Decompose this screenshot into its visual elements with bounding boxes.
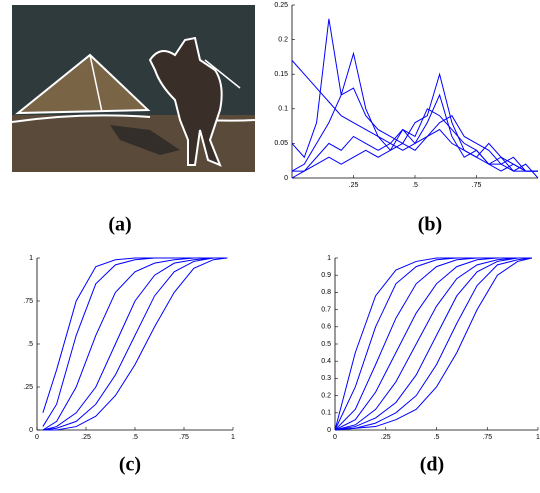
y-tick-label: 0.9 [321,272,331,279]
x-tick-label: .75 [482,434,492,441]
x-tick-label: 0 [35,434,39,441]
caption: (d) [420,454,444,476]
x-tick-label: .75 [472,182,482,189]
y-tick-label: 1 [327,255,331,262]
y-tick-label: 0 [327,427,331,434]
caption: (a) [108,214,131,236]
y-tick-label: 0 [29,427,33,434]
x-tick-label: .25 [349,182,359,189]
y-tick-label: 0.7 [321,306,331,313]
photo [11,5,256,172]
series-line [42,257,228,427]
series-line [42,257,228,431]
series-line [292,115,538,172]
x-tick-label: .25 [381,434,391,441]
x-tick-label: .5 [412,182,418,189]
y-tick-label: 0.1 [278,106,288,113]
series-line [334,257,533,431]
x-tick-label: .25 [81,434,91,441]
pyramid [15,53,151,115]
camel-outline [148,36,223,167]
stick [204,59,241,89]
series-line [42,257,228,431]
series-line [334,257,532,431]
y-tick-label: 1 [29,255,33,262]
series-line [291,72,538,172]
y-tick-label: .5 [27,341,33,348]
y-tick-label: 0.5 [321,341,331,348]
x-tick-label: 1 [536,434,540,441]
y-tick-label: 0 [284,175,288,182]
series-line [334,257,532,431]
series-line [334,257,532,431]
y-tick-label: 0.25 [274,2,288,9]
pyramid-edge [89,54,103,113]
shadow [110,125,180,155]
y-tick-label: 0.8 [321,289,331,296]
series-line [334,257,532,431]
series-line [291,18,538,172]
y-tick-label: .25 [23,384,33,391]
y-tick-label: 0.3 [321,375,331,382]
y-tick-label: 0.2 [321,392,331,399]
series-line [334,257,532,431]
series-line [42,257,228,431]
x-tick-label: 0 [333,434,337,441]
x-tick-label: .5 [132,434,138,441]
caption: (c) [119,454,141,476]
x-tick-label: .5 [434,434,440,441]
series-line [42,257,228,431]
caption: (b) [418,214,442,236]
series-line [334,257,532,431]
y-tick-label: 0.6 [321,324,331,331]
y-tick-label: 0.4 [321,358,331,365]
y-tick-label: 0.1 [321,410,331,417]
y-tick-label: 0.05 [274,140,288,147]
x-tick-label: .75 [179,434,189,441]
series-line [334,257,532,431]
y-tick-label: .75 [23,298,33,305]
y-tick-label: 0.15 [274,71,288,78]
series-line [291,60,538,172]
x-tick-label: 1 [231,434,235,441]
y-tick-label: 0.2 [278,36,288,43]
